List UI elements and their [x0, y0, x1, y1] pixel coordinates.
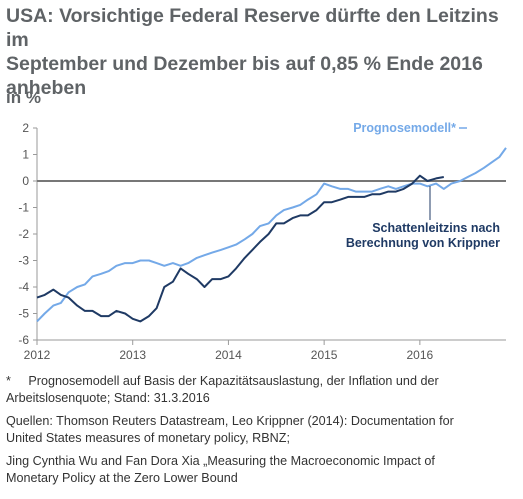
annotation-schattenleitzins: Berechnung von Krippner [346, 236, 500, 250]
footnote-line: Jing Cynthia Wu and Fan Dora Xia „Measur… [6, 454, 435, 468]
footnote-line: Quellen: Thomson Reuters Datastream, Leo… [6, 414, 454, 428]
annotation-schattenleitzins: Schattenleitzins nach [372, 221, 500, 235]
annotation-prognosemodell: Prognosemodell* [353, 121, 456, 135]
unit-label: in % [6, 88, 41, 107]
y-tick-label: 2 [22, 121, 29, 135]
x-tick-label: 2014 [215, 348, 242, 362]
chart-title: USA: Vorsichtige Federal Reserve dürfte … [6, 4, 518, 100]
chart-title-line: anheben [6, 77, 87, 99]
y-tick-label: 1 [22, 148, 29, 162]
x-tick-label: 2016 [407, 348, 434, 362]
chart-title-line: September und Dezember bis auf 0,85 % En… [6, 53, 483, 75]
y-tick-label: -1 [18, 201, 29, 215]
x-tick-label: 2012 [24, 348, 51, 362]
footnote-sources-2: Jing Cynthia Wu and Fan Dora Xia „Measur… [6, 453, 516, 487]
y-tick-label: -3 [18, 254, 29, 268]
x-tick-label: 2013 [119, 348, 146, 362]
series-line-schattenleitzins [36, 174, 444, 323]
y-tick-label: -4 [18, 280, 29, 294]
footnote-line: United States measures of monetary polic… [6, 431, 290, 445]
y-tick-label: -5 [18, 307, 29, 321]
x-tick-label: 2015 [311, 348, 338, 362]
footnote-model: * Prognosemodell auf Basis der Kapazität… [6, 373, 516, 407]
footnote-line: Arbeitslosenquote; Stand: 31.3.2016 [6, 391, 210, 405]
y-tick-label: -2 [18, 227, 29, 241]
footnote-sources: Quellen: Thomson Reuters Datastream, Leo… [6, 413, 516, 447]
footnote-line: * Prognosemodell auf Basis der Kapazität… [6, 374, 439, 388]
y-tick-label: -6 [18, 333, 29, 347]
series-line-prognosemodell [36, 147, 507, 323]
y-tick-label: 0 [22, 174, 29, 188]
chart-title-line: USA: Vorsichtige Federal Reserve dürfte … [6, 5, 499, 51]
footnote-line: Monetary Policy at the Zero Lower Bound [6, 471, 238, 485]
